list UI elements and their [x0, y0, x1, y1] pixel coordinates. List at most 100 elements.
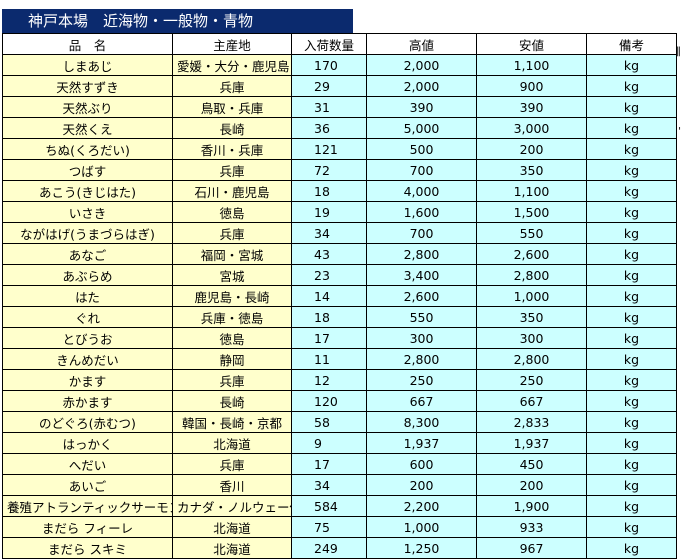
low-price-cell: 350: [476, 306, 587, 328]
table-row: はた 鹿児島・長崎 14 2,600 1,000 kg: [2, 285, 677, 307]
table-row: 赤かます 長崎 120 667 667 kg: [2, 390, 677, 412]
origin-cell: 宮城: [172, 264, 292, 286]
high-price-cell: 390: [366, 96, 477, 118]
high-price-cell: 2,200: [366, 495, 477, 517]
item-name-cell: しまあじ: [2, 54, 173, 76]
table-row: きんめだい 静岡 11 2,800 2,800 kg: [2, 348, 677, 370]
table-row: とびうお 徳島 17 300 300 kg: [2, 327, 677, 349]
item-name-cell: あなご: [2, 243, 173, 265]
quantity-cell: 36: [291, 117, 367, 139]
high-price-cell: 200: [366, 474, 477, 496]
unit-cell: kg: [586, 285, 677, 307]
low-price-cell: 967: [476, 537, 587, 559]
origin-cell: 石川・鹿児島: [172, 180, 292, 202]
low-price-cell: 900: [476, 75, 587, 97]
unit-cell: kg: [586, 327, 677, 349]
origin-cell: 北海道: [172, 432, 292, 454]
low-price-cell: 250: [476, 369, 587, 391]
table-row: へだい 兵庫 17 600 450 kg: [2, 453, 677, 475]
header-origin: 主産地: [172, 33, 292, 55]
high-price-cell: 8,300: [366, 411, 477, 433]
low-price-cell: 2,833: [476, 411, 587, 433]
unit-cell: kg: [586, 222, 677, 244]
quantity-cell: 72: [291, 159, 367, 181]
quantity-cell: 584: [291, 495, 367, 517]
origin-cell: カナダ・ノルウェー他: [172, 495, 292, 517]
item-name-cell: まだら スキミ: [2, 537, 173, 559]
unit-cell: kg: [586, 495, 677, 517]
quantity-cell: 120: [291, 390, 367, 412]
unit-cell: kg: [586, 390, 677, 412]
unit-cell: kg: [586, 432, 677, 454]
unit-cell: kg: [586, 138, 677, 160]
low-price-cell: 1,500: [476, 201, 587, 223]
high-price-cell: 1,250: [366, 537, 477, 559]
origin-cell: 静岡: [172, 348, 292, 370]
low-price-cell: 200: [476, 474, 587, 496]
high-price-cell: 300: [366, 327, 477, 349]
origin-cell: 兵庫: [172, 453, 292, 475]
origin-cell: 徳島: [172, 327, 292, 349]
high-price-cell: 1,000: [366, 516, 477, 538]
table-row: つばす 兵庫 72 700 350 kg: [2, 159, 677, 181]
title-bar-blank: [353, 9, 676, 33]
origin-cell: 香川: [172, 474, 292, 496]
origin-cell: 兵庫: [172, 159, 292, 181]
origin-cell: 福岡・宮城: [172, 243, 292, 265]
table-row: しまあじ 愛媛・大分・鹿児島 170 2,000 1,100 kg: [2, 54, 677, 76]
edge-mark-top: ‖: [676, 46, 681, 57]
item-name-cell: 養殖アトランティックサーモン: [2, 495, 173, 517]
sheet-title: 神戸本場 近海物・一般物・青物: [2, 9, 353, 33]
low-price-cell: 2,800: [476, 348, 587, 370]
origin-cell: 北海道: [172, 537, 292, 559]
item-name-cell: とびうお: [2, 327, 173, 349]
low-price-cell: 390: [476, 96, 587, 118]
price-sheet: 神戸本場 近海物・一般物・青物 品 名 主産地 入荷数量 高値 安値 備考 しま…: [2, 9, 677, 559]
quantity-cell: 19: [291, 201, 367, 223]
origin-cell: 長崎: [172, 117, 292, 139]
table-row: 養殖アトランティックサーモン カナダ・ノルウェー他 584 2,200 1,900 kg: [2, 495, 677, 517]
high-price-cell: 700: [366, 159, 477, 181]
origin-cell: 兵庫: [172, 75, 292, 97]
item-name-cell: ながはげ(うまづらはぎ): [2, 222, 173, 244]
item-name-cell: 天然すずき: [2, 75, 173, 97]
quantity-cell: 31: [291, 96, 367, 118]
origin-cell: 兵庫: [172, 222, 292, 244]
high-price-cell: 250: [366, 369, 477, 391]
quantity-cell: 75: [291, 516, 367, 538]
quantity-cell: 249: [291, 537, 367, 559]
table-row: あぶらめ 宮城 23 3,400 2,800 kg: [2, 264, 677, 286]
quantity-cell: 121: [291, 138, 367, 160]
origin-cell: 兵庫・徳島: [172, 306, 292, 328]
unit-cell: kg: [586, 537, 677, 559]
unit-cell: kg: [586, 117, 677, 139]
item-name-cell: 赤かます: [2, 390, 173, 412]
unit-cell: kg: [586, 159, 677, 181]
item-name-cell: つばす: [2, 159, 173, 181]
high-price-cell: 5,000: [366, 117, 477, 139]
unit-cell: kg: [586, 474, 677, 496]
table-row: はっかく 北海道 9 1,937 1,937 kg: [2, 432, 677, 454]
low-price-cell: 1,900: [476, 495, 587, 517]
unit-cell: kg: [586, 75, 677, 97]
unit-cell: kg: [586, 453, 677, 475]
high-price-cell: 2,800: [366, 348, 477, 370]
origin-cell: 徳島: [172, 201, 292, 223]
quantity-cell: 29: [291, 75, 367, 97]
origin-cell: 韓国・長崎・京都: [172, 411, 292, 433]
low-price-cell: 1,100: [476, 54, 587, 76]
item-name-cell: まだら フィーレ: [2, 516, 173, 538]
quantity-cell: 43: [291, 243, 367, 265]
high-price-cell: 1,600: [366, 201, 477, 223]
table-row: 天然ぶり 鳥取・兵庫 31 390 390 kg: [2, 96, 677, 118]
quantity-cell: 12: [291, 369, 367, 391]
item-name-cell: へだい: [2, 453, 173, 475]
table-row: 天然くえ 長崎 36 5,000 3,000 kg: [2, 117, 677, 139]
quantity-cell: 34: [291, 222, 367, 244]
high-price-cell: 3,400: [366, 264, 477, 286]
table-row: ぐれ 兵庫・徳島 18 550 350 kg: [2, 306, 677, 328]
table-row: あいご 香川 34 200 200 kg: [2, 474, 677, 496]
table-row: かます 兵庫 12 250 250 kg: [2, 369, 677, 391]
table-row: まだら スキミ 北海道 249 1,250 967 kg: [2, 537, 677, 559]
item-name-cell: ぐれ: [2, 306, 173, 328]
